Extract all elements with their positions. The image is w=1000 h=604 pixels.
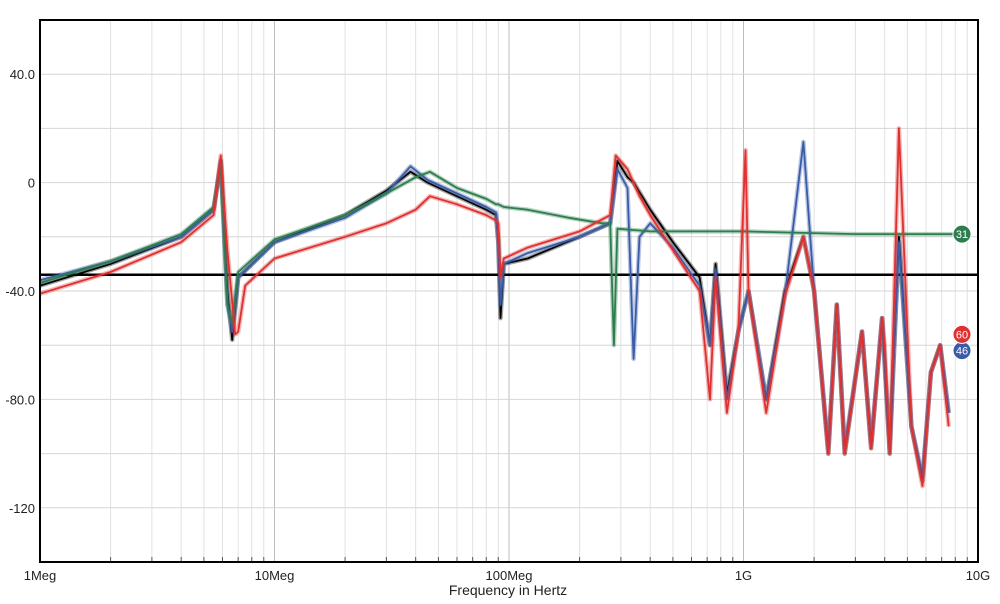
grid-layer — [39, 20, 978, 562]
x-axis-title: Frequency in Hertz — [449, 582, 567, 598]
y-tick-label: -80.0 — [5, 392, 35, 407]
x-tick-label: 10G — [966, 568, 991, 583]
x-tick-label: 10Meg — [255, 568, 295, 583]
series-end-marker — [952, 324, 972, 344]
x-tick-label: 1G — [735, 568, 752, 583]
x-tick-label: 100Meg — [486, 568, 533, 583]
y-tick-label: 0 — [28, 176, 35, 191]
x-tick-label: 1Meg — [24, 568, 57, 583]
series-end-marker-label: 31 — [956, 229, 968, 241]
y-tick-label: -120 — [9, 501, 35, 516]
y-tick-label: -40.0 — [5, 284, 35, 299]
series-line — [39, 165, 956, 347]
series-end-marker-label: 46 — [956, 346, 968, 358]
y-tick-label: 40.0 — [10, 67, 35, 82]
series-end-marker — [952, 224, 972, 244]
series-end-marker-label: 60 — [956, 329, 968, 341]
series-layer — [39, 126, 956, 489]
plot-frame — [39, 19, 979, 563]
tick-label-layer: 1Meg 10Meg 100Meg 1G 10G 40.0 0 -40.0 -80.0 -120 — [5, 67, 990, 583]
series-line — [39, 127, 950, 487]
marker-layer: 46 31 60 — [952, 224, 972, 361]
